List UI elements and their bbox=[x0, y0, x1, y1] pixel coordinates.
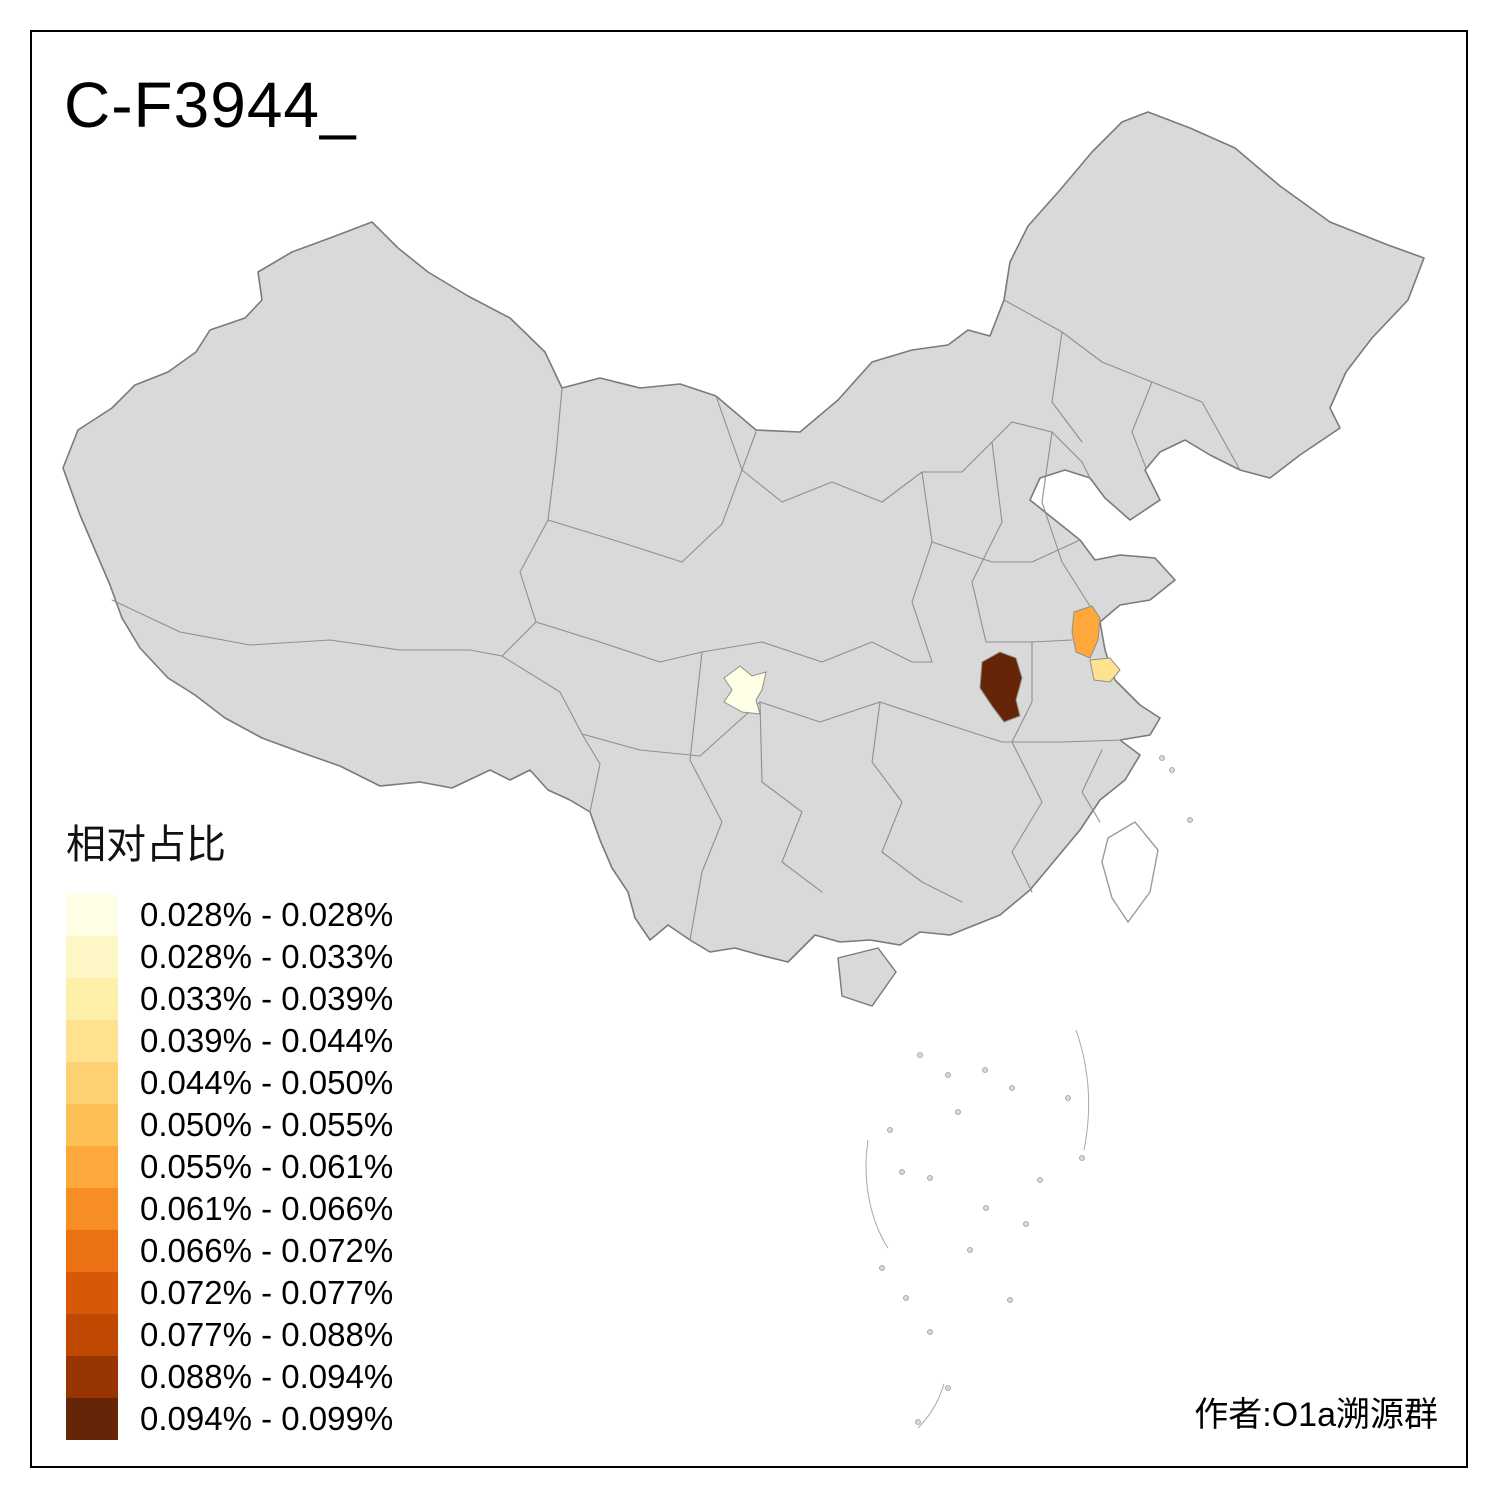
legend-label: 0.094% - 0.099% bbox=[140, 1400, 394, 1437]
legend-label: 0.055% - 0.061% bbox=[140, 1148, 394, 1185]
legend-row: 0.088% - 0.094% bbox=[66, 1356, 393, 1398]
legend-swatch bbox=[66, 1146, 118, 1188]
region-central-anhui bbox=[979, 651, 1023, 723]
legend-label: 0.028% - 0.028% bbox=[140, 896, 394, 933]
legend-row: 0.072% - 0.077% bbox=[66, 1272, 393, 1314]
legend-row: 0.094% - 0.099% bbox=[66, 1398, 393, 1440]
south-sea-islets bbox=[879, 755, 1193, 1425]
legend: 相对占比 0.028% - 0.028% 0.028% - 0.033% 0.0… bbox=[66, 812, 393, 1440]
legend-label: 0.088% - 0.094% bbox=[140, 1358, 394, 1395]
legend-row: 0.050% - 0.055% bbox=[66, 1104, 393, 1146]
legend-row: 0.028% - 0.028% bbox=[66, 894, 393, 936]
legend-label: 0.066% - 0.072% bbox=[140, 1232, 394, 1269]
region-sichuan-basin bbox=[723, 665, 767, 715]
legend-label: 0.033% - 0.039% bbox=[140, 980, 394, 1017]
region-mid-jiangsu bbox=[1089, 657, 1121, 683]
legend-row: 0.044% - 0.050% bbox=[66, 1062, 393, 1104]
map-title: C-F3944_ bbox=[64, 69, 357, 141]
legend-label: 0.072% - 0.077% bbox=[140, 1274, 394, 1311]
legend-swatch bbox=[66, 1230, 118, 1272]
legend-rows: 0.028% - 0.028% 0.028% - 0.033% 0.033% -… bbox=[66, 894, 393, 1440]
hainan-island-shape bbox=[837, 947, 897, 1007]
legend-row: 0.066% - 0.072% bbox=[66, 1230, 393, 1272]
legend-label: 0.050% - 0.055% bbox=[140, 1106, 394, 1143]
legend-row: 0.033% - 0.039% bbox=[66, 978, 393, 1020]
legend-swatch bbox=[66, 1104, 118, 1146]
legend-row: 0.061% - 0.066% bbox=[66, 1188, 393, 1230]
legend-row: 0.028% - 0.033% bbox=[66, 936, 393, 978]
legend-title: 相对占比 bbox=[66, 823, 226, 867]
province-borders bbox=[111, 299, 1241, 941]
legend-row: 0.077% - 0.088% bbox=[66, 1314, 393, 1356]
legend-swatch bbox=[66, 1020, 118, 1062]
legend-swatch bbox=[66, 1062, 118, 1104]
legend-swatch bbox=[66, 936, 118, 978]
legend-swatch bbox=[66, 1398, 118, 1440]
legend-label: 0.077% - 0.088% bbox=[140, 1316, 394, 1353]
legend-swatch bbox=[66, 1188, 118, 1230]
taiwan-island-shape bbox=[1101, 821, 1159, 924]
legend-swatch bbox=[66, 1272, 118, 1314]
author-credit: 作者:O1a溯源群 bbox=[1194, 1396, 1438, 1434]
legend-label: 0.044% - 0.050% bbox=[140, 1064, 394, 1101]
islet-arcs bbox=[865, 1029, 1090, 1429]
legend-label: 0.061% - 0.066% bbox=[140, 1190, 394, 1227]
legend-label: 0.039% - 0.044% bbox=[140, 1022, 394, 1059]
legend-label: 0.028% - 0.033% bbox=[140, 938, 394, 975]
legend-swatch bbox=[66, 1314, 118, 1356]
legend-swatch bbox=[66, 894, 118, 936]
legend-swatch bbox=[66, 1356, 118, 1398]
china-mainland-shape bbox=[62, 111, 1425, 963]
legend-row: 0.055% - 0.061% bbox=[66, 1146, 393, 1188]
region-central-jiangsu bbox=[1071, 605, 1101, 659]
legend-row: 0.039% - 0.044% bbox=[66, 1020, 393, 1062]
legend-swatch bbox=[66, 978, 118, 1020]
